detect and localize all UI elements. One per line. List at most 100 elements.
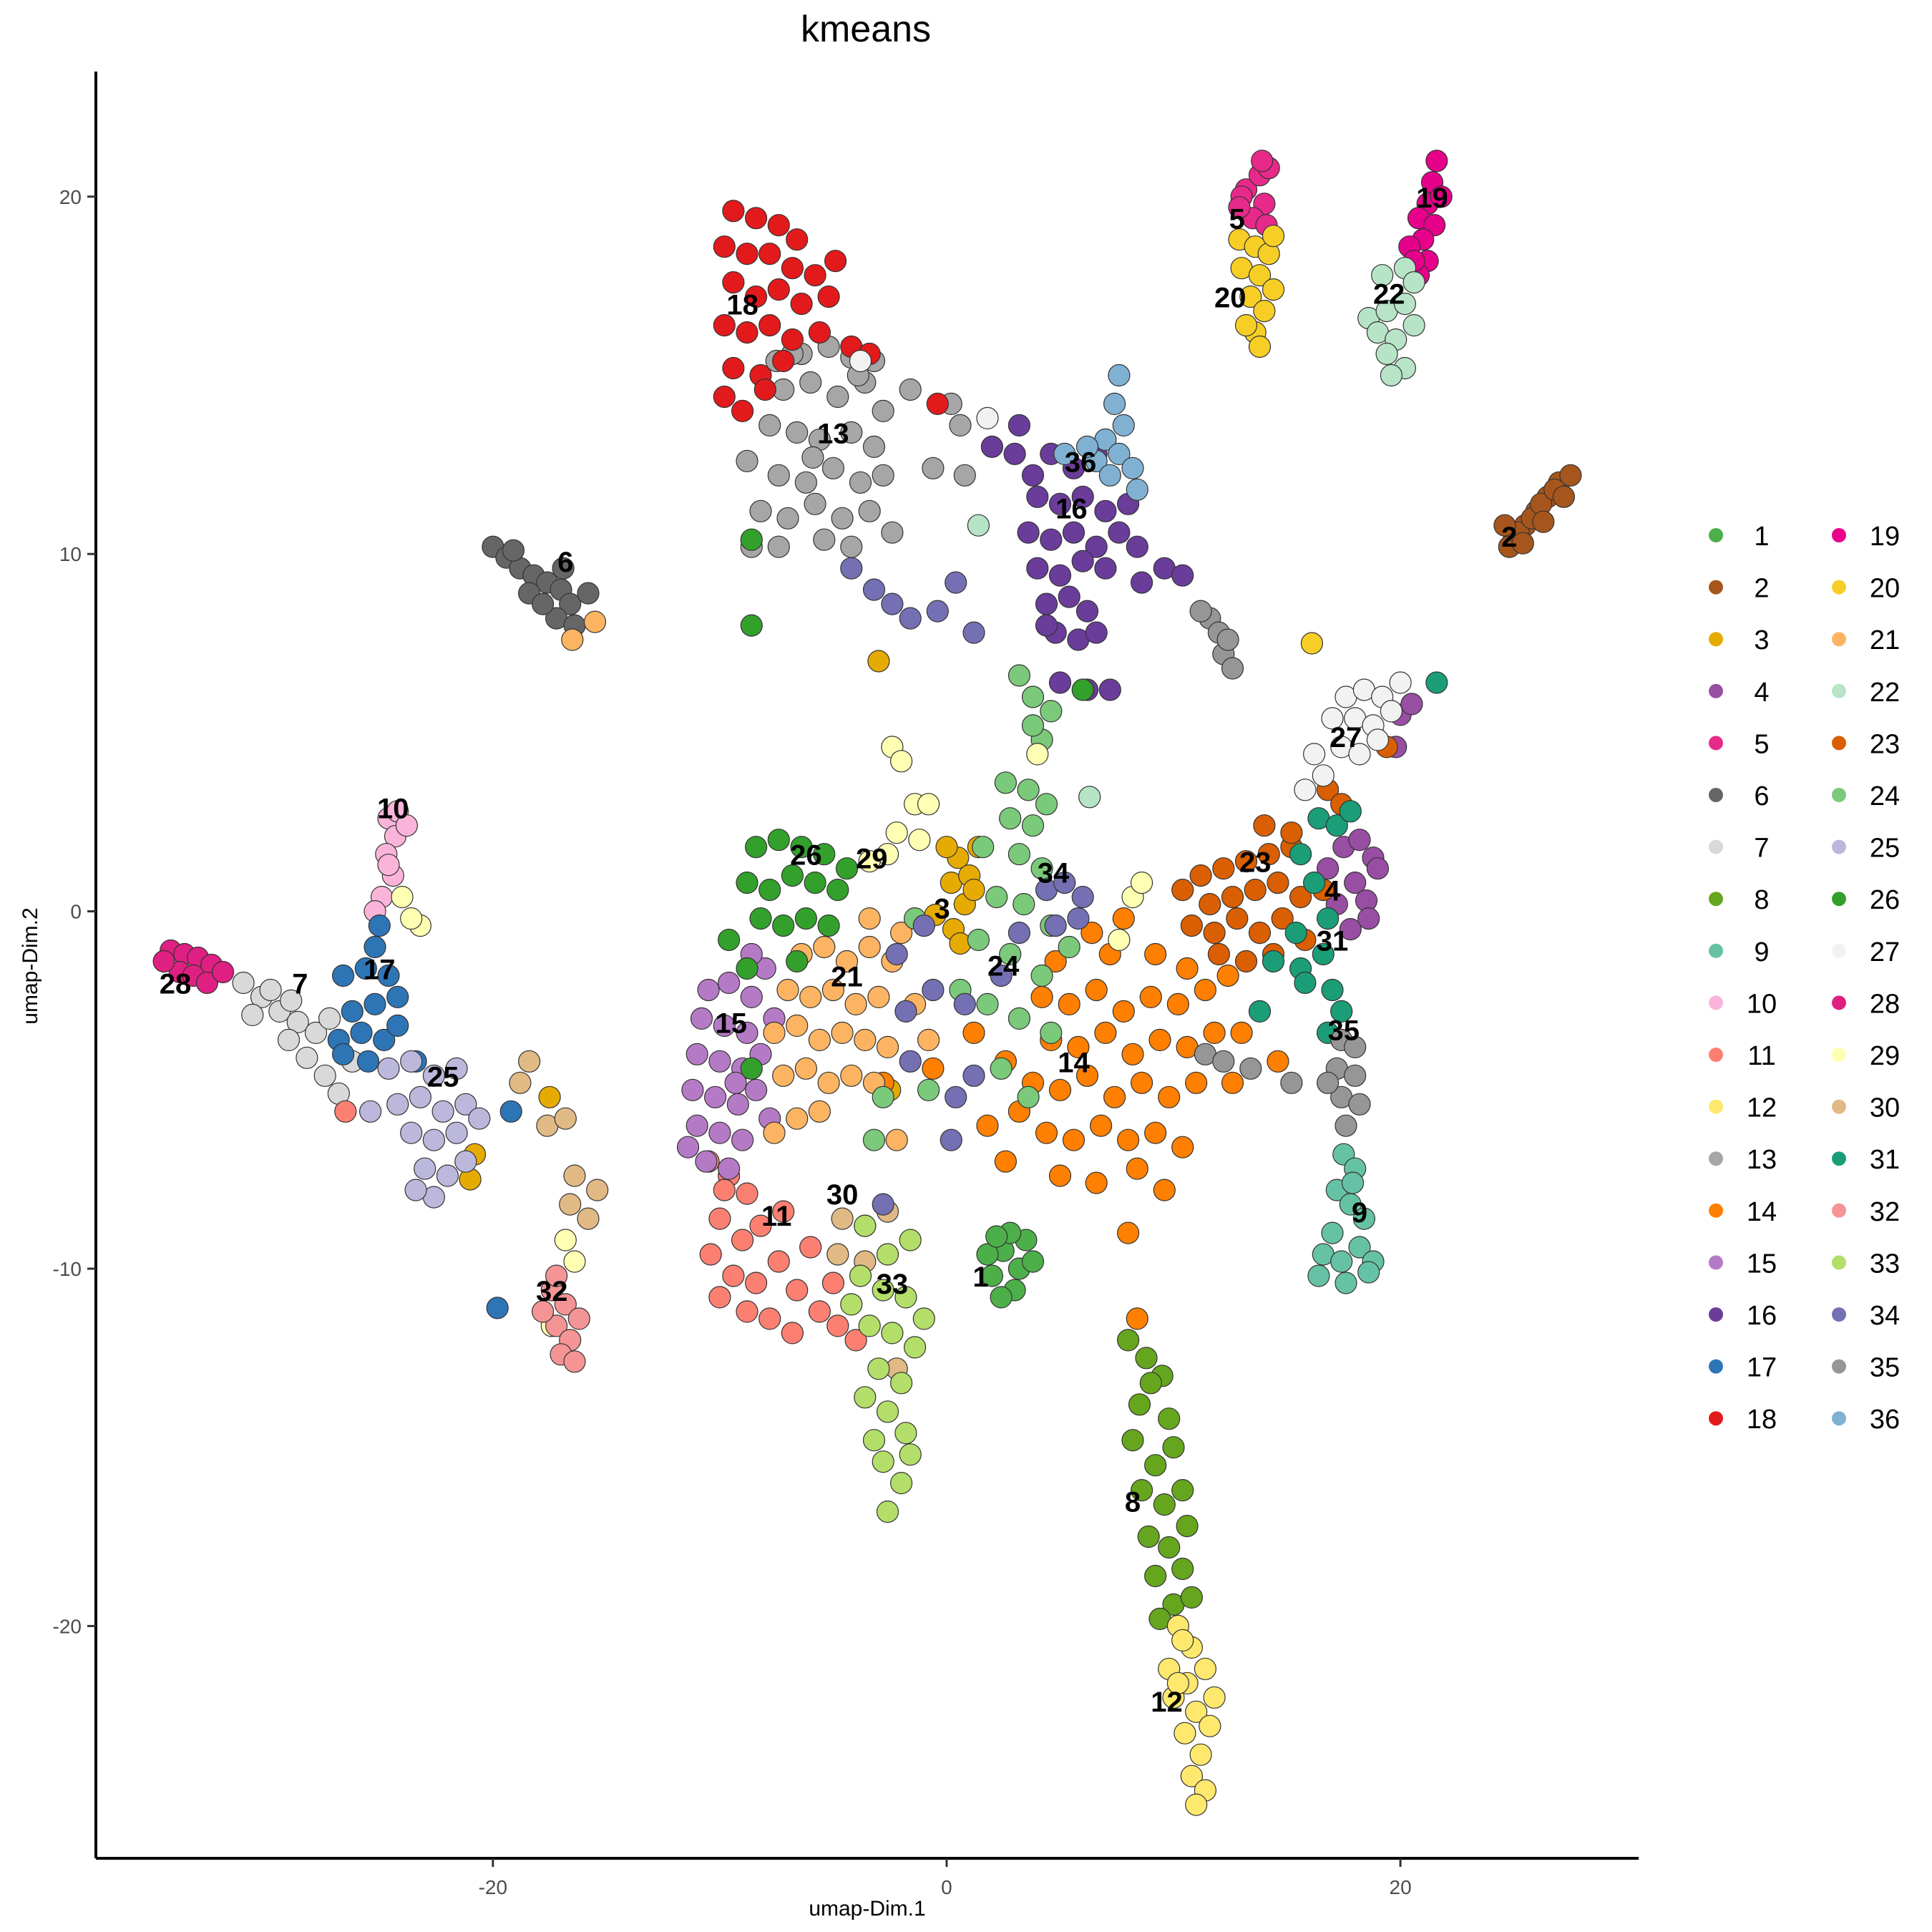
point-cluster-15 bbox=[717, 971, 741, 995]
point-cluster-14 bbox=[1216, 964, 1239, 987]
point-cluster-13 bbox=[849, 471, 872, 494]
point-cluster-21 bbox=[772, 1064, 795, 1087]
point-cluster-1 bbox=[1021, 1250, 1045, 1273]
point-cluster-21 bbox=[799, 985, 822, 1009]
cluster-label-18: 18 bbox=[726, 290, 758, 321]
legend: 1234567891011121314151617181920212223242… bbox=[1709, 522, 1900, 1435]
legend-label: 24 bbox=[1870, 781, 1900, 811]
legend-item-9: 9 bbox=[1709, 937, 1770, 967]
point-cluster-32 bbox=[545, 1314, 568, 1337]
point-cluster-34 bbox=[912, 914, 935, 937]
point-cluster-34 bbox=[1071, 885, 1094, 909]
point-cluster-24 bbox=[1040, 700, 1063, 723]
legend-label: 22 bbox=[1870, 678, 1900, 708]
point-cluster-16 bbox=[1094, 499, 1117, 522]
point-cluster-36 bbox=[1112, 414, 1135, 437]
point-cluster-26 bbox=[736, 871, 758, 894]
point-cluster-15 bbox=[690, 1007, 713, 1030]
point-cluster-14 bbox=[1030, 985, 1053, 1009]
legend-item-27: 27 bbox=[1832, 937, 1900, 967]
point-cluster-16 bbox=[1075, 600, 1099, 623]
point-cluster-12 bbox=[1189, 1743, 1212, 1766]
point-cluster-4 bbox=[1366, 857, 1390, 880]
point-cluster-9 bbox=[1348, 1236, 1371, 1259]
point-cluster-35 bbox=[1344, 1035, 1367, 1059]
point-cluster-26 bbox=[767, 829, 790, 852]
point-cluster-18 bbox=[767, 278, 790, 301]
legend-swatch bbox=[1832, 1048, 1846, 1062]
point-cluster-12 bbox=[1185, 1700, 1208, 1723]
legend-swatch bbox=[1709, 736, 1723, 751]
point-cluster-13 bbox=[767, 535, 790, 558]
point-cluster-23 bbox=[1234, 850, 1258, 873]
point-cluster-8 bbox=[1162, 1436, 1185, 1459]
point-cluster-33 bbox=[858, 1314, 881, 1337]
point-cluster-4 bbox=[1400, 693, 1423, 716]
point-cluster-30 bbox=[826, 1243, 849, 1266]
point-cluster-21 bbox=[844, 992, 867, 1016]
legend-swatch bbox=[1832, 736, 1846, 751]
point-cluster-15 bbox=[697, 978, 720, 1002]
legend-item-25: 25 bbox=[1832, 834, 1900, 864]
point-cluster-16 bbox=[980, 435, 1004, 459]
point-cluster-21 bbox=[858, 935, 881, 959]
point-cluster-8 bbox=[1121, 1429, 1144, 1452]
point-cluster-17 bbox=[364, 935, 386, 959]
point-cluster-14 bbox=[1126, 1157, 1148, 1180]
cluster-label-35: 35 bbox=[1328, 1015, 1360, 1046]
point-cluster-33 bbox=[894, 1286, 917, 1309]
point-cluster-13 bbox=[767, 464, 790, 487]
cluster-label-16: 16 bbox=[1055, 493, 1088, 525]
point-cluster-36 bbox=[1053, 442, 1076, 466]
point-cluster-31 bbox=[1312, 942, 1335, 966]
legend-label: 21 bbox=[1870, 625, 1900, 655]
point-cluster-13 bbox=[758, 414, 781, 437]
point-cluster-32 bbox=[531, 1300, 555, 1323]
point-cluster-24 bbox=[1021, 714, 1045, 737]
point-cluster-26 bbox=[804, 871, 826, 894]
x-axis-label: umap-Dim.1 bbox=[809, 1897, 925, 1921]
point-cluster-27 bbox=[1321, 707, 1344, 730]
point-cluster-14 bbox=[1103, 1085, 1126, 1108]
point-cluster-3 bbox=[867, 650, 890, 673]
point-cluster-35 bbox=[1344, 1064, 1367, 1087]
point-cluster-30 bbox=[509, 1071, 532, 1094]
cluster-labels-group: 1234567891011121314151617181920212223242… bbox=[160, 182, 1518, 1718]
legend-label: 10 bbox=[1747, 989, 1777, 1019]
point-cluster-35 bbox=[1216, 628, 1239, 651]
point-cluster-34 bbox=[1053, 871, 1076, 894]
legend-item-28: 28 bbox=[1832, 989, 1900, 1019]
point-cluster-33 bbox=[862, 1429, 886, 1452]
point-cluster-36 bbox=[1108, 364, 1131, 387]
point-cluster-25 bbox=[454, 1093, 477, 1116]
cluster-label-3: 3 bbox=[934, 894, 950, 925]
point-cluster-33 bbox=[840, 1293, 863, 1316]
point-cluster-13 bbox=[922, 457, 945, 479]
point-cluster-22 bbox=[1375, 342, 1398, 366]
legend-swatch bbox=[1832, 1255, 1846, 1270]
point-cluster-15 bbox=[681, 1078, 704, 1101]
point-cluster-8 bbox=[1135, 1347, 1158, 1370]
point-cluster-14 bbox=[1139, 985, 1162, 1009]
point-cluster-26 bbox=[790, 836, 813, 859]
legend-item-21: 21 bbox=[1832, 625, 1900, 655]
legend-label: 1 bbox=[1754, 522, 1769, 552]
point-cluster-1 bbox=[980, 1264, 1004, 1287]
point-cluster-22 bbox=[1402, 271, 1425, 294]
point-cluster-5 bbox=[1228, 196, 1251, 219]
point-cluster-8 bbox=[1144, 1564, 1167, 1588]
point-cluster-18 bbox=[781, 257, 804, 280]
point-cluster-24 bbox=[999, 942, 1022, 966]
point-cluster-29 bbox=[1130, 871, 1153, 894]
point-cluster-26 bbox=[817, 914, 840, 937]
point-cluster-34 bbox=[953, 992, 976, 1016]
point-cluster-23 bbox=[1271, 907, 1294, 930]
axes: -20 0 20 20 10 0 -10 -20 bbox=[53, 72, 1639, 1898]
point-cluster-14 bbox=[1121, 1043, 1144, 1065]
legend-swatch bbox=[1709, 892, 1723, 907]
point-cluster-29 bbox=[889, 750, 913, 773]
point-cluster-27 bbox=[1389, 671, 1412, 694]
point-cluster-4 bbox=[1357, 907, 1380, 930]
point-cluster-8 bbox=[1130, 1479, 1153, 1502]
